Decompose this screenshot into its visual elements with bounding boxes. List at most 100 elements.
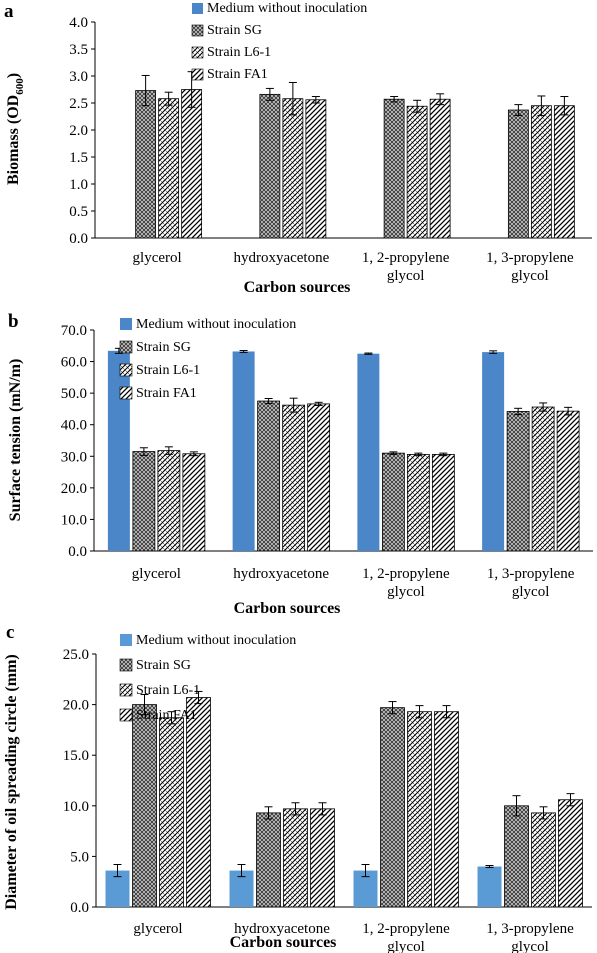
chart-panel-a: a 0.0 0.5 1.0 1.5 2.0 2.5 3.0 3.5 4.0 glycerol hyd… bbox=[4, 1, 592, 296]
y-tick-label: 0.0 bbox=[70, 900, 89, 916]
legend-label: Strain FA1 bbox=[136, 708, 197, 723]
bar-medium bbox=[357, 353, 380, 551]
bar-strain bbox=[558, 799, 583, 908]
x-axis-label: Carbon sources bbox=[234, 600, 341, 617]
bar-strain bbox=[434, 711, 459, 908]
legend-swatch bbox=[119, 658, 133, 672]
y-tick-label: 10.0 bbox=[61, 512, 87, 528]
y-tick-label: 60.0 bbox=[61, 355, 87, 371]
x-tick-label: 1, 2-propylene glycol bbox=[362, 250, 450, 284]
bar-strain bbox=[504, 805, 529, 908]
x-tick-label: 1, 3-propylene glycol bbox=[487, 566, 575, 600]
legend-label: Strain FA1 bbox=[207, 67, 268, 82]
bar-strain bbox=[506, 411, 530, 552]
y-axis-label: Surface tension (mN/m) bbox=[7, 359, 24, 522]
legend-swatch bbox=[120, 318, 132, 330]
legend-label: Strain L6-1 bbox=[136, 683, 200, 698]
y-tick-label: 0.5 bbox=[69, 204, 88, 220]
plot-layer: 0.0 0.5 1.0 1.5 2.0 2.5 3.0 3.5 4.0 glycerol hydro… bbox=[69, 15, 592, 284]
legend-swatch bbox=[119, 683, 133, 697]
bar-strain bbox=[530, 105, 552, 239]
y-tick-label: 30.0 bbox=[61, 449, 87, 465]
y-tick-label: 20.0 bbox=[61, 481, 87, 497]
y-tick-label: 50.0 bbox=[61, 386, 87, 402]
y-tick-label: 5.0 bbox=[70, 849, 89, 865]
bar-strain bbox=[305, 99, 327, 239]
y-tick-label: 25.0 bbox=[63, 647, 89, 663]
bar-strain bbox=[259, 93, 281, 239]
legend-swatch bbox=[119, 386, 133, 400]
plot-layer: 0.0 10.0 20.0 30.0 40.0 50.0 60.0 70.0 glycerol h… bbox=[61, 323, 593, 600]
legend-swatch bbox=[120, 634, 132, 646]
y-axis-label-main: Biomass (OD bbox=[5, 95, 22, 185]
y-axis-label: Biomass (OD600) bbox=[5, 73, 26, 185]
legend: Medium without inoculation Strain SG Strai… bbox=[191, 1, 367, 82]
x-tick-label: hydroxyacetone bbox=[234, 921, 330, 937]
y-tick-label: 15.0 bbox=[63, 748, 89, 764]
x-axis-label: Carbon sources bbox=[244, 279, 351, 296]
bar-strain bbox=[407, 711, 432, 908]
y-tick-label: 40.0 bbox=[61, 418, 87, 434]
panel-label: b bbox=[8, 311, 19, 332]
bar-strain bbox=[531, 812, 556, 908]
plot-layer: 0.0 5.0 10.0 15.0 20.0 25.0 glycerol hydroxyace… bbox=[63, 647, 592, 953]
legend-swatch bbox=[119, 708, 133, 722]
bar-strain bbox=[431, 453, 455, 552]
x-tick-label: glycerol bbox=[132, 566, 181, 582]
x-tick-label: 1, 3-propylene glycol bbox=[486, 921, 574, 953]
y-axis-label-sub: 600 bbox=[14, 78, 26, 95]
y-tick-label: 4.0 bbox=[69, 15, 88, 31]
bar-strain bbox=[556, 410, 580, 552]
x-tick-label: 1, 2-propylene glycol bbox=[362, 566, 450, 600]
bar-strain bbox=[158, 98, 180, 239]
y-tick-label: 3.5 bbox=[69, 42, 88, 58]
bar-strain bbox=[380, 707, 405, 908]
panel-label: c bbox=[6, 622, 14, 643]
bar-strain bbox=[553, 105, 575, 239]
y-tick-label: 0.0 bbox=[69, 231, 88, 247]
legend-swatch bbox=[191, 46, 204, 59]
panel-label: a bbox=[4, 1, 14, 22]
y-tick-label: 0.0 bbox=[68, 544, 87, 560]
y-tick-label: 70.0 bbox=[61, 323, 87, 339]
legend-label: Medium without inoculation bbox=[136, 633, 296, 648]
bar-strain bbox=[182, 453, 206, 552]
legend: Medium without inoculation Strain SG Strai… bbox=[119, 317, 296, 401]
legend-label: Strain L6-1 bbox=[136, 363, 200, 378]
legend-label: Strain SG bbox=[207, 23, 262, 38]
x-tick-label: 1, 2-propylene glycol bbox=[362, 921, 450, 953]
bar-strain bbox=[257, 400, 281, 552]
bar-strain bbox=[181, 89, 203, 239]
legend-label: Medium without inoculation bbox=[136, 317, 296, 332]
bar-strain bbox=[282, 404, 306, 552]
legend-swatch bbox=[192, 3, 203, 14]
legend-swatch bbox=[119, 363, 133, 377]
legend: Medium without inoculation Strain SG Strai… bbox=[119, 633, 296, 723]
y-tick-label: 3.0 bbox=[69, 69, 88, 85]
bar-strain bbox=[256, 812, 281, 908]
bar-strain bbox=[186, 697, 211, 908]
legend-label: Strain SG bbox=[136, 340, 191, 355]
x-tick-label: glycerol bbox=[133, 921, 182, 937]
bar-strain bbox=[381, 452, 405, 552]
bar-strain bbox=[383, 98, 405, 239]
legend-label: Medium without inoculation bbox=[207, 1, 367, 16]
x-axis-label: Carbon sources bbox=[230, 934, 337, 951]
bar-strain bbox=[159, 717, 184, 908]
bar-strain bbox=[310, 808, 335, 908]
bar-strain bbox=[135, 90, 157, 239]
bar-medium bbox=[482, 352, 505, 551]
legend-label: Strain FA1 bbox=[136, 386, 197, 401]
bar-medium bbox=[477, 866, 502, 907]
x-tick-label: hydroxyacetone bbox=[233, 566, 329, 582]
bar-strain bbox=[507, 109, 529, 239]
chart-panel-b: b 0.0 10.0 20.0 30.0 40.0 50.0 60.0 70.0 glycero… bbox=[7, 311, 593, 617]
y-tick-label: 20.0 bbox=[63, 698, 89, 714]
x-tick-label: hydroxyacetone bbox=[233, 250, 329, 266]
y-axis-label: Diameter of oil spreading circle (mm) bbox=[3, 654, 20, 910]
legend-swatch bbox=[119, 340, 133, 354]
bar-strain bbox=[531, 406, 555, 552]
bar-strain bbox=[307, 403, 331, 552]
legend-swatch bbox=[191, 24, 204, 37]
